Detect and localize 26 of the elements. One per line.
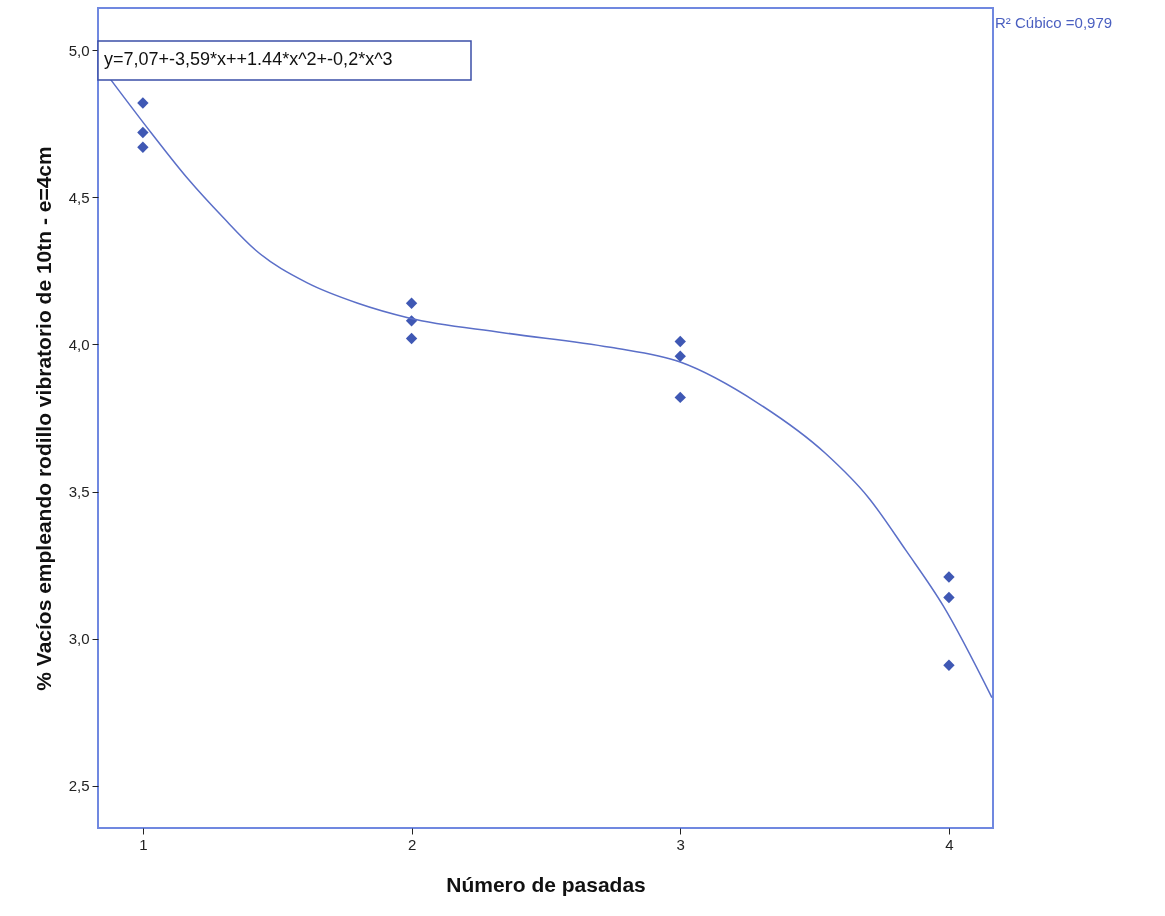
point <box>405 297 418 309</box>
point <box>674 391 686 404</box>
y-tick-label: 4,0 <box>68 335 90 353</box>
text: R² Cúbico =0,979 <box>995 14 1113 31</box>
y-tick-label: 5,0 <box>68 41 90 59</box>
point <box>137 141 149 153</box>
y-axis-title: % Vacíos empleando rodillo vibratorio de 10tn - e=4cm <box>31 146 55 691</box>
y-tick-label: 2,5 <box>68 777 90 795</box>
point <box>674 350 686 362</box>
point <box>943 659 955 671</box>
point <box>943 591 955 604</box>
point <box>405 332 418 345</box>
x-axis-title: Número de pasadas <box>446 872 646 896</box>
y-tick-label: 4,5 <box>68 188 90 206</box>
point <box>137 126 149 139</box>
line-series <box>109 78 993 699</box>
point <box>137 97 149 109</box>
point <box>674 335 686 348</box>
x-tick-label: 3 <box>676 835 685 853</box>
y-tick-label: 3,0 <box>68 630 90 648</box>
y-tick-label: 3,5 <box>68 483 90 501</box>
x-tick-label: 2 <box>407 835 417 853</box>
x-tick-label: 1 <box>139 835 148 853</box>
point <box>943 571 955 583</box>
x-tick-label: 4 <box>945 835 954 853</box>
annotation: y=7,07+-3,59*x++1.44*x^2+-0,2*x^3 <box>104 49 393 69</box>
